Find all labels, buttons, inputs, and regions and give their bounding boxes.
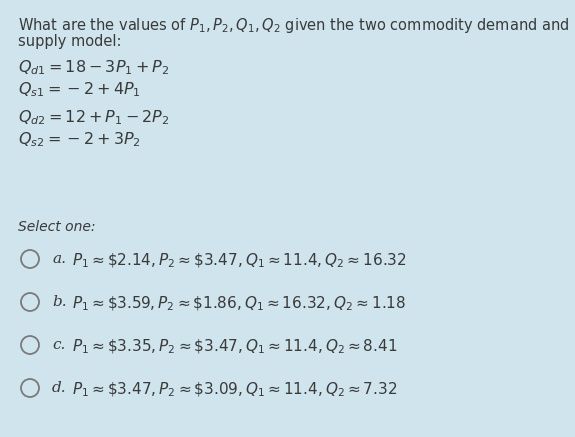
Text: supply model:: supply model:	[18, 34, 121, 49]
Text: c.: c.	[52, 338, 66, 352]
Text: d.: d.	[52, 381, 67, 395]
Text: $P_1 \approx \$3.35, P_2 \approx \$3.47, Q_1 \approx 11.4, Q_2 \approx 8.41$: $P_1 \approx \$3.35, P_2 \approx \$3.47,…	[72, 338, 397, 357]
Text: Select one:: Select one:	[18, 220, 95, 234]
Text: $P_1 \approx \$2.14, P_2 \approx \$3.47, Q_1 \approx 11.4, Q_2 \approx 16.32$: $P_1 \approx \$2.14, P_2 \approx \$3.47,…	[72, 252, 407, 271]
Text: $Q_{d1} = 18 - 3P_1 + P_2$: $Q_{d1} = 18 - 3P_1 + P_2$	[18, 58, 170, 77]
Text: What are the values of $P_1, P_2, Q_1, Q_2$ given the two commodity demand and: What are the values of $P_1, P_2, Q_1, Q…	[18, 16, 569, 35]
Text: $Q_{d2} = 12 + P_1 - 2P_2$: $Q_{d2} = 12 + P_1 - 2P_2$	[18, 108, 170, 127]
Text: b.: b.	[52, 295, 67, 309]
Text: $P_1 \approx \$3.59, P_2 \approx \$1.86, Q_1 \approx 16.32, Q_2 \approx 1.18$: $P_1 \approx \$3.59, P_2 \approx \$1.86,…	[72, 295, 407, 313]
Text: a.: a.	[52, 252, 66, 266]
Text: $Q_{s1} = -2 + 4P_1$: $Q_{s1} = -2 + 4P_1$	[18, 80, 141, 99]
Text: $P_1 \approx \$3.47, P_2 \approx \$3.09, Q_1 \approx 11.4, Q_2 \approx 7.32$: $P_1 \approx \$3.47, P_2 \approx \$3.09,…	[72, 381, 397, 399]
Text: $Q_{s2} = -2 + 3P_2$: $Q_{s2} = -2 + 3P_2$	[18, 130, 141, 149]
